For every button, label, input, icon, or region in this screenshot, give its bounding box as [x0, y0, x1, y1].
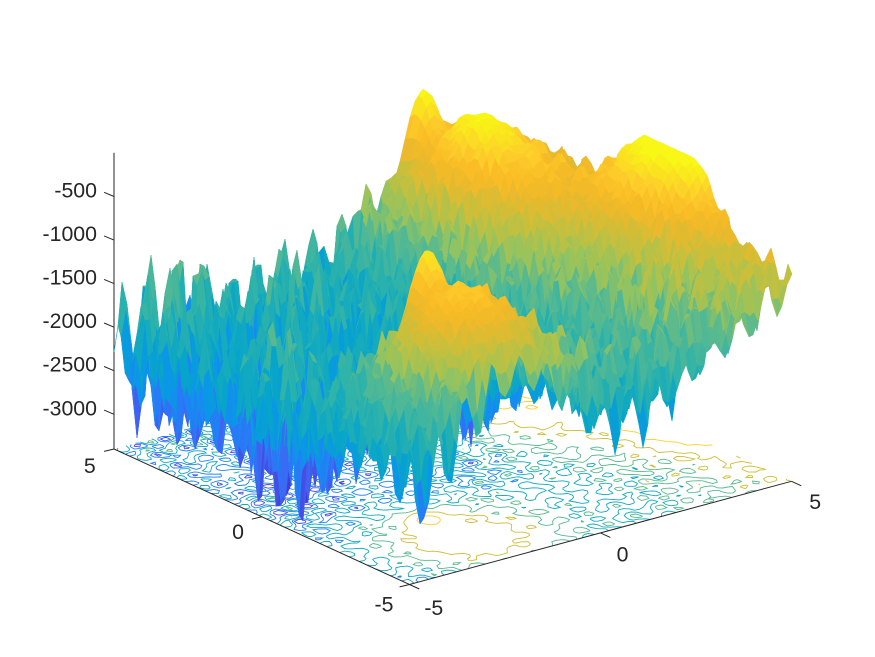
svg-text:-2000: -2000	[43, 309, 98, 333]
svg-text:-5: -5	[424, 596, 443, 620]
svg-text:-500: -500	[54, 179, 97, 203]
svg-text:0: 0	[617, 542, 629, 566]
svg-text:-1500: -1500	[43, 266, 98, 290]
svg-text:0: 0	[232, 520, 244, 544]
svg-text:5: 5	[809, 490, 821, 514]
svg-text:-3000: -3000	[43, 396, 98, 420]
svg-text:-2500: -2500	[43, 353, 98, 377]
svg-text:-1000: -1000	[43, 222, 98, 246]
svg-text:5: 5	[84, 454, 96, 478]
svg-text:-5: -5	[375, 593, 394, 617]
